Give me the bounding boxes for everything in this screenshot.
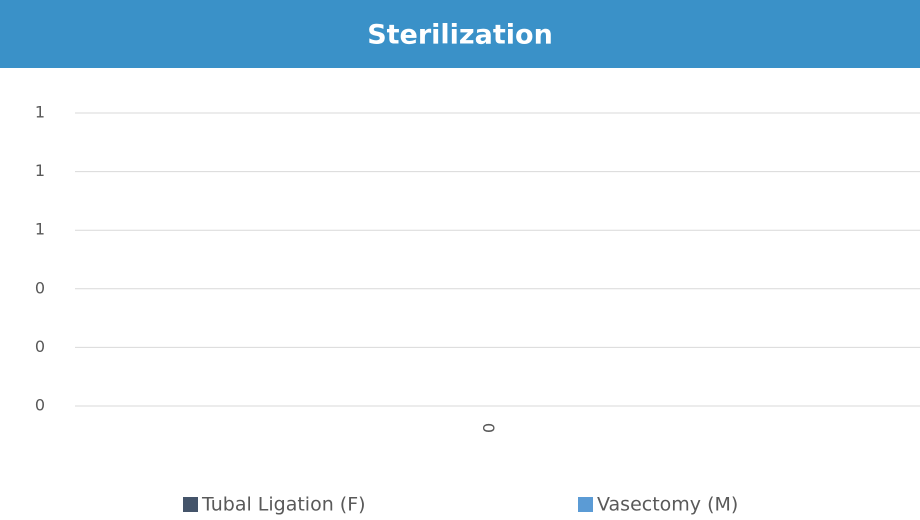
y-tick-label: 0 <box>35 278 45 297</box>
y-tick-label: 0 <box>35 396 45 415</box>
legend-label: Vasectomy (M) <box>597 494 738 516</box>
x-tick-label: 0 <box>479 423 498 433</box>
title-bar <box>0 0 920 68</box>
legend-swatch <box>183 497 198 512</box>
y-tick-label: 1 <box>35 161 45 180</box>
legend-label: Tubal Ligation (F) <box>201 494 366 516</box>
y-tick-label: 1 <box>35 103 45 122</box>
legend-swatch <box>578 497 593 512</box>
chart-title: Sterilization <box>367 20 553 51</box>
y-tick-label: 0 <box>35 337 45 356</box>
y-tick-label: 1 <box>35 220 45 239</box>
